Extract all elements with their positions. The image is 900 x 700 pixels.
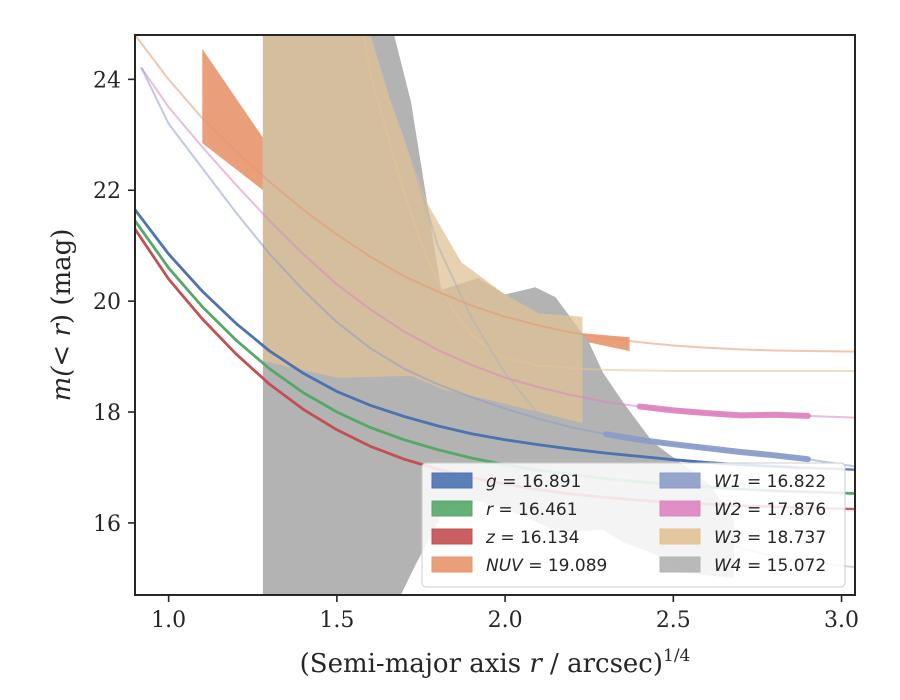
curve-w3	[362, 35, 855, 372]
y-tick-label: 20	[93, 290, 121, 315]
legend-swatch-nuv	[431, 556, 473, 573]
legend: g = 16.891 r = 16.461 z = 16.134 NUV = 19.0…	[421, 462, 846, 588]
legend-label-w4: W4 = 15.072	[714, 556, 826, 576]
x-axis-ticks: 1.0 1.5 2.0 2.5 3.0	[151, 595, 859, 633]
curve-nuv	[135, 35, 855, 353]
legend-label-w3: W3 = 18.737	[714, 528, 826, 548]
curve-g-measured	[135, 208, 800, 469]
legend-swatch-z	[431, 528, 473, 545]
band-nuv-1	[582, 333, 630, 351]
y-tick-label: 16	[93, 512, 121, 537]
legend-swatch-r	[431, 500, 473, 517]
x-tick-label: 1.5	[319, 608, 354, 633]
legend-entries: g = 16.891 r = 16.461 z = 16.134 NUV = 19.0…	[431, 472, 826, 576]
plot-frame	[134, 34, 856, 596]
x-tick-label: 1.0	[151, 608, 186, 633]
x-tick-label: 2.5	[656, 608, 691, 633]
y-axis-label: m(< r) (mag)	[47, 229, 77, 402]
legend-label-w2: W2 = 17.876	[714, 500, 826, 520]
legend-swatch-g	[431, 472, 473, 489]
curve-w2-measured	[636, 403, 811, 419]
legend-swatch-w3	[659, 528, 701, 545]
legend-label-g: g = 16.891	[486, 472, 581, 492]
legend-box	[421, 462, 846, 588]
band-nuv-0	[202, 48, 263, 191]
legend-label-z: z = 16.134	[485, 528, 579, 548]
y-tick-label: 24	[93, 68, 121, 93]
legend-label-nuv: NUV = 19.089	[486, 556, 607, 576]
legend-label-w1: W1 = 16.822	[714, 472, 826, 492]
x-tick-label: 2.0	[488, 608, 523, 633]
curve-w1-measured	[603, 431, 811, 463]
y-tick-label: 22	[93, 179, 121, 204]
legend-swatch-w4	[659, 556, 701, 573]
legend-label-r: r = 16.461	[486, 500, 578, 520]
legend-swatch-w2	[659, 500, 701, 517]
y-axis-ticks: 16 18 20 22 24	[93, 68, 135, 537]
legend-swatch-w1	[659, 472, 701, 489]
x-tick-label: 3.0	[824, 608, 859, 633]
y-tick-label: 18	[93, 401, 121, 426]
x-axis-label: (Semi-major axis r / arcsec)1/4	[300, 646, 691, 679]
